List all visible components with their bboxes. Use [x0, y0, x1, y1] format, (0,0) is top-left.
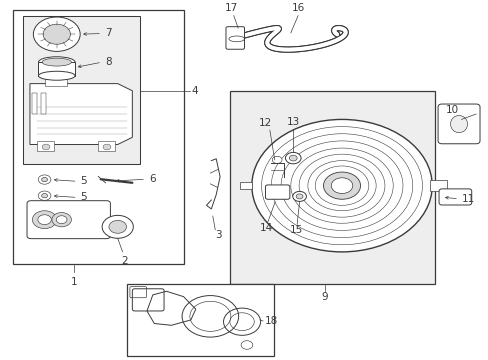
- Circle shape: [466, 110, 473, 115]
- Text: 2: 2: [122, 256, 128, 266]
- Text: 13: 13: [286, 117, 299, 127]
- Bar: [41, 93, 45, 114]
- Circle shape: [109, 220, 126, 233]
- Text: 4: 4: [191, 86, 198, 96]
- Bar: [32, 93, 37, 114]
- Circle shape: [33, 17, 80, 51]
- Circle shape: [444, 133, 450, 138]
- Bar: [429, 180, 446, 191]
- Text: 11: 11: [461, 194, 474, 204]
- Circle shape: [102, 215, 133, 238]
- Text: 6: 6: [149, 174, 155, 184]
- Bar: [39, 62, 75, 76]
- Bar: [13, 10, 183, 265]
- Circle shape: [41, 194, 47, 198]
- Polygon shape: [30, 78, 132, 144]
- Bar: [44, 78, 66, 86]
- Circle shape: [38, 215, 51, 225]
- FancyBboxPatch shape: [438, 189, 471, 205]
- Circle shape: [38, 191, 51, 200]
- Text: 12: 12: [258, 118, 271, 128]
- Text: 5: 5: [81, 176, 87, 186]
- Text: 10: 10: [445, 105, 458, 115]
- Ellipse shape: [39, 71, 75, 80]
- Circle shape: [466, 133, 473, 138]
- Bar: [127, 284, 273, 356]
- Text: 15: 15: [289, 225, 303, 235]
- Circle shape: [444, 110, 450, 115]
- Circle shape: [42, 144, 50, 150]
- Text: 3: 3: [215, 230, 222, 240]
- Bar: [22, 15, 140, 164]
- Circle shape: [272, 156, 282, 163]
- Circle shape: [285, 152, 301, 164]
- Text: 17: 17: [225, 4, 238, 13]
- Circle shape: [289, 155, 297, 161]
- Circle shape: [330, 178, 352, 194]
- Circle shape: [251, 120, 431, 252]
- Circle shape: [323, 172, 360, 199]
- Ellipse shape: [449, 116, 467, 133]
- Circle shape: [56, 216, 67, 224]
- Circle shape: [292, 192, 306, 201]
- Circle shape: [38, 175, 51, 184]
- FancyBboxPatch shape: [27, 201, 110, 239]
- Text: 7: 7: [105, 28, 111, 39]
- Circle shape: [32, 211, 57, 229]
- FancyBboxPatch shape: [225, 27, 244, 49]
- Text: 18: 18: [264, 316, 278, 326]
- Text: 16: 16: [291, 4, 304, 13]
- Ellipse shape: [39, 57, 75, 68]
- Circle shape: [52, 212, 71, 227]
- Bar: [37, 141, 54, 151]
- Text: 9: 9: [321, 292, 327, 302]
- Text: 14: 14: [259, 222, 272, 233]
- Circle shape: [273, 190, 281, 196]
- Circle shape: [43, 24, 70, 44]
- Circle shape: [241, 341, 252, 349]
- Text: 5: 5: [81, 193, 87, 202]
- Circle shape: [296, 194, 303, 199]
- Ellipse shape: [42, 58, 71, 66]
- Text: 8: 8: [105, 57, 111, 67]
- Text: 1: 1: [70, 277, 77, 287]
- FancyBboxPatch shape: [437, 104, 479, 144]
- FancyBboxPatch shape: [265, 185, 289, 199]
- Circle shape: [103, 144, 111, 150]
- Bar: [229, 91, 434, 284]
- Bar: [239, 182, 251, 189]
- Bar: [98, 141, 115, 151]
- Circle shape: [41, 177, 47, 182]
